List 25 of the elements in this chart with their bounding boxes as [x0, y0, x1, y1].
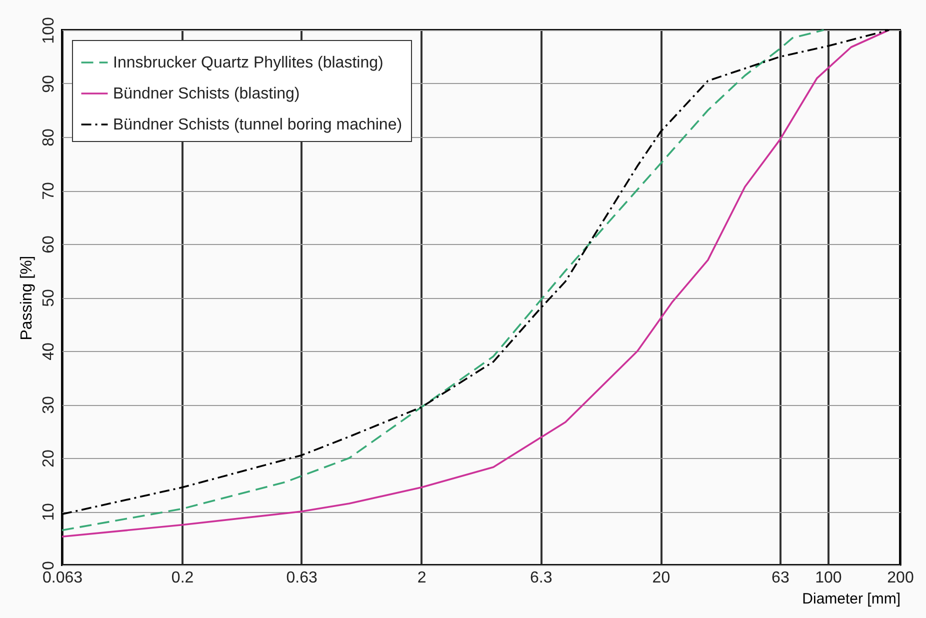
legend-label: Bündner Schists (blasting): [113, 86, 300, 102]
y-tick-label: 100: [40, 17, 58, 44]
legend-label: Bündner Schists (tunnel boring machine): [113, 116, 402, 134]
x-tick-label: 0.63: [286, 570, 318, 586]
y-tick-label: 70: [40, 182, 58, 200]
x-tick-label: 2: [417, 570, 426, 586]
y-axis-title: Passing [%]: [18, 256, 36, 340]
x-tick-label: 200: [887, 570, 914, 586]
y-tick-label: 80: [40, 128, 58, 146]
y-tick-label: 90: [40, 75, 58, 93]
x-tick-label: 20: [652, 570, 670, 586]
y-tick-label: 50: [40, 289, 58, 307]
x-tick-label: 0.2: [171, 570, 194, 586]
x-tick-label: 100: [815, 570, 842, 586]
legend-label: Innsbrucker Quartz Phyllites (blasting): [113, 54, 384, 72]
x-axis-title: Diameter [mm]: [802, 590, 900, 608]
y-tick-label: 20: [40, 450, 58, 468]
y-tick-label: 30: [40, 396, 58, 414]
y-tick-label: 60: [40, 236, 58, 254]
x-tick-label: 6.3: [530, 570, 552, 586]
x-tick-label: 0.063: [42, 570, 83, 586]
y-tick-label: 10: [40, 503, 58, 521]
y-tick-label: 0: [40, 560, 58, 570]
x-tick-label: 63: [772, 570, 790, 586]
y-tick-label: 40: [40, 342, 58, 360]
